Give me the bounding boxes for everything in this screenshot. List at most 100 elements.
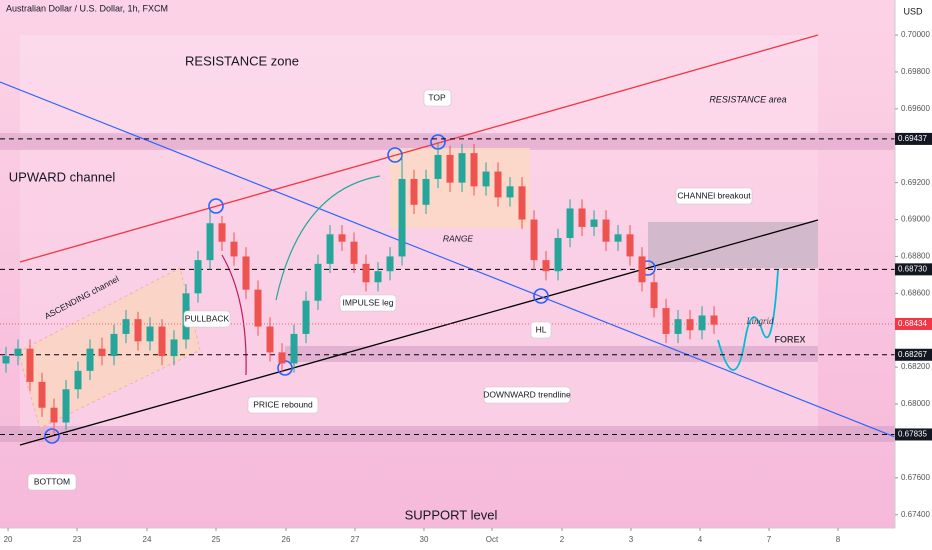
level-label: 0.68730 [898, 264, 927, 273]
candle-body [122, 319, 130, 334]
candle-body [482, 171, 490, 187]
annotation: DOWNWARD trendline [483, 389, 571, 399]
candle-body [410, 178, 418, 205]
time-axis [0, 528, 895, 550]
candle-body [458, 153, 466, 183]
annotation: BOTTOM [34, 476, 70, 486]
annotation: HL [536, 324, 547, 334]
level-label: 0.68267 [898, 350, 927, 359]
candle-body [62, 389, 70, 423]
y-tick-label: 0.69800 [901, 67, 930, 76]
candle-body [134, 319, 142, 342]
candle-body [446, 154, 454, 183]
candle-body [374, 271, 382, 283]
candle-body [146, 326, 154, 342]
last-price-label: 0.68434 [898, 319, 927, 328]
x-tick-label: 8 [836, 535, 841, 544]
y-tick-label: 0.69000 [901, 215, 930, 224]
annotation: PRICE rebound [253, 399, 313, 409]
label-box [27, 473, 77, 491]
candle-body [218, 223, 226, 242]
candle-body [614, 234, 622, 242]
impulse-arrow [275, 175, 381, 301]
chart-title: Australian Dollar / U.S. Dollar, 1h, FXC… [6, 3, 168, 13]
candle-body [542, 260, 550, 272]
candle-body [74, 370, 82, 390]
candle-body [2, 356, 10, 364]
candle-body [50, 407, 58, 423]
support-band-upper [285, 346, 818, 362]
annotation: CHANNEl breakout [677, 190, 751, 200]
resistance-zone [20, 35, 818, 135]
x-tick-label: 3 [629, 535, 634, 544]
level-label: 0.67835 [898, 430, 927, 439]
support-band [0, 426, 895, 442]
annotation: RANGE [443, 233, 474, 243]
annotation: IMPULSE leg [342, 297, 393, 307]
candle-body [254, 289, 262, 327]
candle-body [398, 178, 406, 257]
y-tick-label: 0.70000 [901, 30, 930, 39]
candle-body [86, 348, 94, 371]
x-tick-label: 2 [560, 535, 565, 544]
pivot [208, 198, 224, 214]
candle-body [470, 153, 478, 187]
candle-body [14, 348, 22, 357]
candle-body [566, 208, 574, 238]
y-tick-label: 0.68000 [901, 399, 930, 408]
label-box [247, 396, 319, 414]
candle-body [650, 282, 658, 309]
candle-body [590, 219, 598, 227]
candle-body [26, 348, 34, 382]
candle-body [386, 256, 394, 272]
candle-body [434, 154, 442, 179]
x-tick-label: 30 [420, 535, 429, 544]
candle-body [674, 319, 682, 334]
candle-body [350, 241, 358, 264]
label-box [483, 386, 571, 404]
candle-body [518, 186, 526, 220]
pivot [533, 288, 549, 304]
watermark: FOREX [774, 334, 805, 344]
level-tag [895, 428, 932, 441]
annotation: RESISTANCE zone [185, 53, 299, 68]
price-marks [0, 138, 895, 435]
candle-body [626, 234, 634, 257]
lower-channel-line [19, 219, 819, 446]
ascending-channel [17, 267, 201, 429]
y-tick-label: 0.68200 [901, 362, 930, 371]
level-tag [895, 348, 932, 361]
candle-body [290, 333, 298, 364]
x-tick-label: 4 [698, 535, 703, 544]
projection-path [717, 269, 779, 371]
candle-body [662, 308, 670, 334]
candle-body [242, 256, 250, 290]
resistance-band [0, 133, 895, 150]
candle-body [38, 381, 46, 408]
candle-body [266, 326, 274, 353]
candle-body [686, 319, 694, 331]
candle-body [638, 256, 646, 283]
candle-body [326, 234, 334, 264]
candle-body [554, 237, 562, 272]
label-box [675, 187, 753, 205]
candle-body [230, 241, 238, 257]
candle-body [494, 171, 502, 198]
candle-body [578, 208, 586, 227]
candle-body [530, 219, 538, 261]
candle-body [278, 352, 286, 364]
level-label: 0.69437 [898, 134, 927, 143]
x-tick-label: 24 [143, 535, 152, 544]
candle-body [506, 186, 514, 198]
pullback-arrow [221, 254, 247, 376]
y-tick-label: 0.69600 [901, 104, 930, 113]
label-box [423, 89, 452, 107]
upper-channel-line [19, 34, 819, 263]
x-tick-label: 7 [767, 535, 772, 544]
y-tick-label: 0.69200 [901, 178, 930, 187]
annotation: UPWARD channel [9, 169, 116, 184]
pivot-circles [44, 134, 656, 444]
y-tick-label: 0.68800 [901, 252, 930, 261]
